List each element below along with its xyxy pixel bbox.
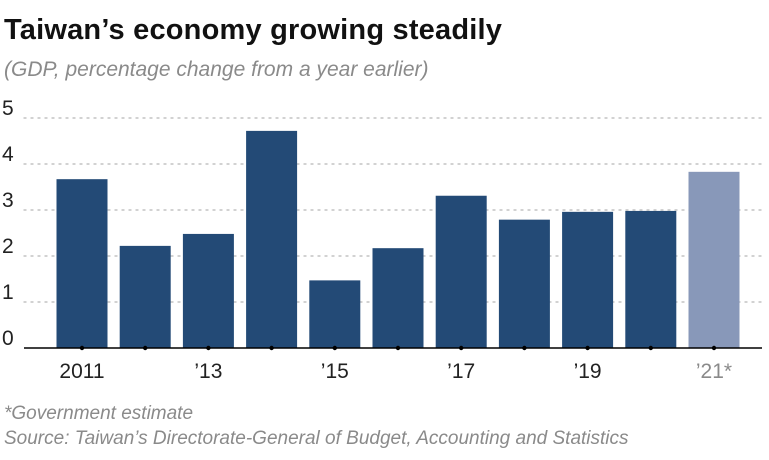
bar-2017 — [435, 195, 487, 348]
x-tick-label: 2011 — [59, 360, 104, 383]
bar-2018 — [498, 219, 550, 348]
y-tick-label: 5 — [2, 97, 14, 120]
y-axis-ticks: 0 1 2 3 4 5 — [2, 97, 14, 350]
x-tick-label: ’19 — [574, 360, 602, 383]
x-tick-mark — [143, 345, 148, 351]
x-tick-label: ’21* — [696, 360, 732, 383]
bar-2020 — [625, 210, 677, 348]
x-tick-mark — [206, 345, 211, 351]
y-tick-label: 4 — [2, 143, 14, 166]
source-footnote: Source: Taiwan’s Directorate-General of … — [4, 428, 629, 449]
estimate-footnote: *Government estimate — [4, 403, 194, 424]
x-axis — [24, 345, 762, 351]
x-axis-ticks: 2011 ’13 ’15 ’17 ’19 ’21* — [59, 360, 732, 383]
x-tick-mark — [332, 345, 337, 351]
bar-2015 — [309, 280, 361, 348]
x-tick-mark — [648, 345, 653, 351]
x-tick-label: ’17 — [447, 360, 475, 383]
y-tick-label: 1 — [2, 281, 14, 304]
chart-subtitle: (GDP, percentage change from a year earl… — [4, 58, 429, 81]
bar-2021 — [688, 171, 740, 348]
x-tick-label: ’15 — [321, 360, 349, 383]
x-tick-mark — [269, 345, 274, 351]
bar-2019 — [562, 211, 614, 348]
x-tick-mark — [459, 345, 464, 351]
y-tick-label: 3 — [2, 189, 14, 212]
y-tick-label: 0 — [2, 327, 14, 350]
x-tick-label: ’13 — [194, 360, 222, 383]
gdp-bar-chart: 0 1 2 3 4 5 2011 ’13 ’15 ’17 ’19 ’21* — [2, 97, 763, 383]
bar-2013 — [182, 233, 234, 348]
bar-2012 — [119, 245, 171, 348]
chart-title: Taiwan’s economy growing steadily — [4, 14, 503, 46]
bar-2011 — [56, 179, 108, 348]
x-tick-mark — [711, 345, 717, 351]
bars — [56, 130, 740, 348]
x-tick-mark — [522, 345, 527, 351]
x-tick-mark — [79, 345, 85, 351]
y-tick-label: 2 — [2, 235, 14, 258]
x-tick-mark — [585, 345, 590, 351]
bar-2016 — [372, 248, 424, 348]
bar-2014 — [246, 130, 298, 348]
x-tick-mark — [395, 345, 401, 351]
